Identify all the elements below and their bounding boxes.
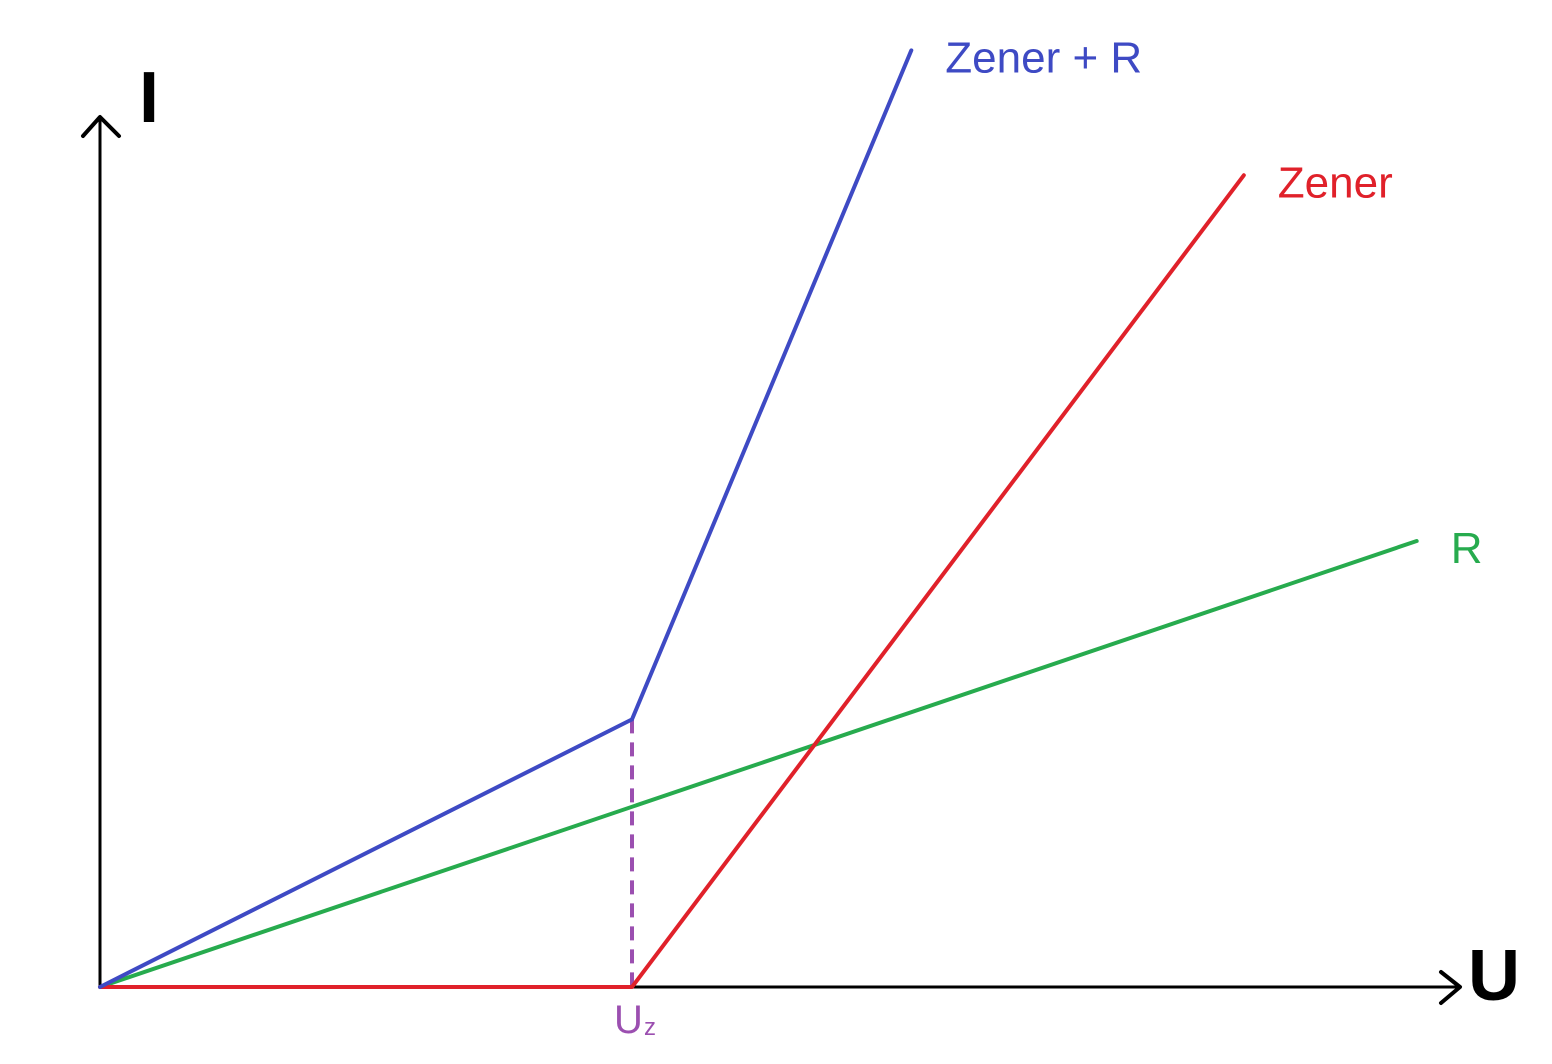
y-axis-label: I <box>139 58 159 138</box>
y-axis-arrowhead <box>81 115 121 138</box>
series-label-r: R <box>1451 524 1483 573</box>
series-line-zener-r <box>98 48 914 989</box>
series-label-zener-r: Zener + R <box>945 33 1142 82</box>
series-labels: Zener + R Zener R <box>945 33 1482 573</box>
series-line-zener <box>98 173 1246 989</box>
x-axis-arrowhead <box>1439 970 1462 1005</box>
marker-label-0: U <box>614 998 643 1042</box>
series-line-r <box>98 539 1419 989</box>
x-axis-label: U <box>1468 936 1520 1016</box>
series-layer <box>98 48 1419 989</box>
series-label-zener: Zener <box>1278 158 1393 207</box>
marker-subscript-0: z <box>644 1014 656 1041</box>
